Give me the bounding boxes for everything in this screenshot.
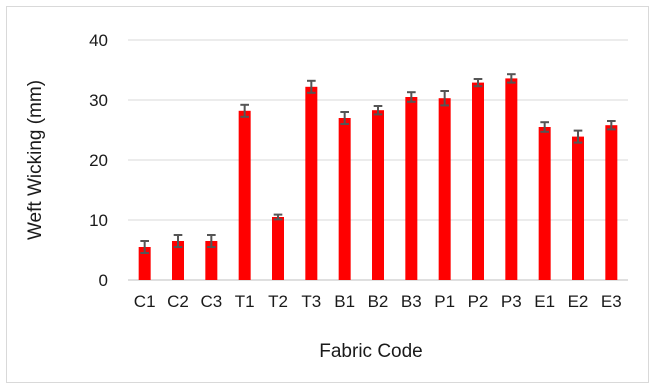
error-bar-e3	[607, 120, 616, 131]
x-tick-labels: C1 C2 C3 T1 T2 T3 B1 B2 B3 P1 P2 P3 E1 E2 E3	[134, 292, 622, 311]
x-tick-label: T3	[301, 292, 321, 311]
y-tick-label: 20	[89, 151, 108, 170]
x-tick-label: E2	[568, 292, 589, 311]
bar-c1	[138, 247, 151, 280]
error-bar-c2	[173, 234, 183, 248]
bar-b1	[338, 118, 351, 280]
x-tick-label: B1	[334, 292, 355, 311]
bar-c2	[172, 241, 184, 280]
x-tick-label: B3	[401, 292, 422, 311]
bar-c3	[205, 241, 218, 280]
x-tick-label: P2	[468, 292, 489, 311]
error-bars	[140, 73, 616, 254]
error-bar-p3	[507, 73, 516, 84]
bar-e1	[538, 127, 551, 280]
error-bar-b3	[407, 91, 416, 103]
bar-p3	[505, 78, 518, 281]
bar-e3	[605, 125, 618, 280]
bars	[138, 78, 618, 281]
error-bar-c1	[140, 240, 149, 254]
y-tick-label: 0	[99, 271, 108, 290]
x-tick-label: C1	[134, 292, 156, 311]
error-bar-e1	[540, 121, 549, 133]
x-tick-label: T2	[268, 292, 288, 311]
x-tick-label: E3	[601, 292, 622, 311]
y-tick-label: 10	[89, 211, 108, 230]
bar-e2	[572, 136, 584, 280]
error-bar-p2	[473, 78, 483, 88]
bar-t1	[238, 110, 251, 280]
y-axis-title: Weft Wicking (mm)	[25, 80, 46, 240]
y-tick-label: 40	[89, 31, 108, 50]
error-bar-e2	[573, 129, 583, 144]
bar-b2	[372, 110, 384, 280]
x-tick-label: P3	[501, 292, 522, 311]
y-tick-label: 30	[89, 91, 108, 110]
error-bar-t1	[240, 103, 249, 118]
bar-p2	[472, 82, 484, 280]
error-bar-c3	[207, 234, 216, 248]
bar-t3	[305, 86, 318, 280]
error-bar-t2	[273, 213, 283, 221]
x-tick-label: C2	[167, 292, 189, 311]
x-tick-label: B2	[368, 292, 389, 311]
bar-p1	[438, 98, 451, 280]
bar-b3	[405, 97, 418, 280]
y-tick-labels: 0 10 20 30 40	[89, 31, 108, 290]
x-tick-label: T1	[235, 292, 255, 311]
error-bar-b2	[373, 105, 383, 116]
error-bar-b1	[340, 111, 349, 125]
error-bar-p1	[440, 90, 449, 107]
x-axis-title: Fabric Code	[319, 341, 423, 362]
x-tick-label: E1	[534, 292, 555, 311]
bar-t2	[272, 217, 284, 280]
x-tick-label: C3	[200, 292, 222, 311]
error-bar-t3	[307, 79, 316, 94]
x-tick-label: P1	[434, 292, 455, 311]
